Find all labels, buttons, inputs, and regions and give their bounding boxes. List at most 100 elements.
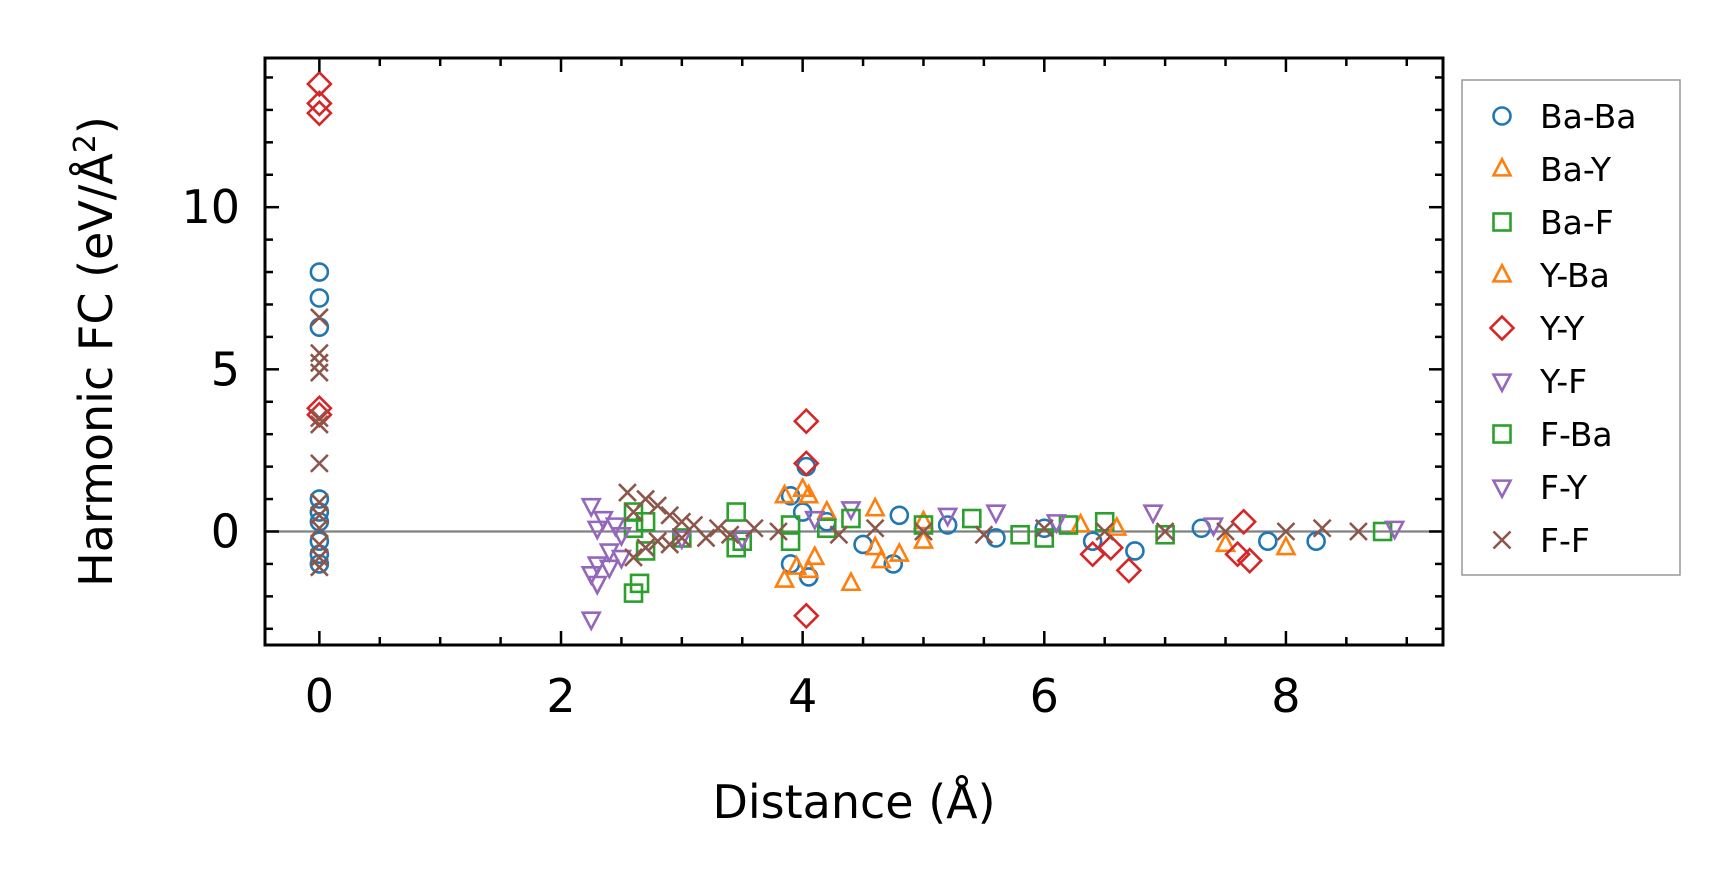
data-point <box>937 515 958 535</box>
data-point <box>309 511 330 532</box>
data-point <box>1010 524 1030 545</box>
data-point <box>672 512 692 532</box>
data-point <box>708 518 728 538</box>
data-point <box>1236 547 1264 574</box>
data-point <box>618 483 637 502</box>
data-point <box>306 99 333 127</box>
legend-marker <box>1491 156 1513 177</box>
legend-label: F-Ba <box>1540 415 1613 454</box>
data-point <box>792 450 820 477</box>
data-point <box>309 453 329 473</box>
data-point <box>1216 522 1235 541</box>
data-point <box>636 489 656 509</box>
data-point <box>829 525 849 545</box>
x-tick-label: 2 <box>546 669 575 723</box>
data-point <box>865 518 885 538</box>
data-point <box>671 530 693 551</box>
data-point <box>936 507 959 528</box>
legend-marker <box>1492 424 1512 444</box>
series-y-y <box>306 70 1264 630</box>
data-point <box>1275 535 1297 556</box>
legend-label: Ba-Ba <box>1540 97 1636 136</box>
legend-box <box>1461 79 1681 576</box>
data-point <box>974 525 994 545</box>
series-y-ba <box>785 483 1128 575</box>
data-point <box>648 531 668 551</box>
data-point <box>598 559 620 580</box>
legend-marker <box>1492 530 1512 550</box>
data-point <box>1125 541 1145 561</box>
data-point <box>912 528 935 549</box>
data-point <box>629 573 650 594</box>
legend-item: F-Ba <box>1492 415 1613 454</box>
data-point <box>720 525 740 545</box>
data-point <box>1214 531 1237 553</box>
axes: 0 2 4 6 8 0 5 10 <box>181 56 1445 723</box>
data-point <box>888 541 910 562</box>
data-point <box>660 535 680 554</box>
data-point <box>1095 522 1115 541</box>
legend-marker <box>1488 314 1516 342</box>
legend-item: Y-Y <box>1488 309 1585 348</box>
data-point <box>726 502 747 522</box>
legend-label: Y-F <box>1539 362 1587 401</box>
data-point <box>696 528 716 548</box>
data-point <box>804 510 826 532</box>
data-point <box>731 530 753 551</box>
data-point <box>1276 522 1296 541</box>
legend-item: Ba-Y <box>1491 150 1612 189</box>
data-point <box>1155 524 1175 545</box>
data-point <box>744 518 764 538</box>
series-f-y <box>586 510 1225 596</box>
data-point <box>1097 534 1125 562</box>
data-point <box>1258 531 1278 552</box>
data-point <box>636 538 656 558</box>
plot-area <box>265 70 1443 632</box>
data-point <box>1082 531 1103 552</box>
data-point <box>309 408 329 428</box>
legend: Ba-Ba Ba-Y Ba-F Y-Ba Y-Y Y-F F-Ba F-Y F-F <box>1461 79 1681 576</box>
data-point <box>864 496 886 517</box>
data-point <box>648 496 668 515</box>
data-point <box>773 483 796 504</box>
x-tick-label: 0 <box>305 669 334 723</box>
legend-item: Y-F <box>1491 362 1587 401</box>
data-point <box>1155 522 1175 541</box>
data-point <box>580 611 602 632</box>
data-point <box>1142 504 1164 525</box>
legend-item: F-Y <box>1491 468 1588 507</box>
series-ba-f <box>623 502 1393 603</box>
data-point <box>864 535 886 556</box>
data-point <box>309 531 330 552</box>
data-point <box>961 508 982 529</box>
data-point <box>309 343 329 363</box>
plot-frame <box>263 56 1445 647</box>
data-point <box>792 602 820 630</box>
data-point <box>798 557 820 579</box>
legend-label: F-F <box>1540 521 1590 560</box>
data-point <box>635 541 656 561</box>
data-point <box>792 407 820 435</box>
data-point <box>1349 522 1368 541</box>
y-axis-title: Harmonic FC (eV/Å2) <box>68 116 124 587</box>
x-tick-label: 4 <box>788 669 817 723</box>
data-point <box>1312 518 1332 538</box>
data-point <box>804 544 826 566</box>
data-point <box>580 565 602 587</box>
data-point <box>309 363 329 382</box>
legend-marker <box>1491 373 1513 394</box>
data-point <box>586 556 608 577</box>
legend-label: Y-Ba <box>1539 256 1610 295</box>
y-tick-label: 0 <box>211 504 240 558</box>
data-point <box>309 262 330 282</box>
data-point <box>306 70 333 98</box>
data-point <box>841 508 861 529</box>
data-point <box>1045 514 1068 535</box>
data-point <box>610 549 633 571</box>
data-point <box>912 509 935 530</box>
x-tick-label: 8 <box>1271 669 1300 723</box>
legend-marker <box>1491 262 1513 283</box>
data-point <box>985 504 1007 525</box>
data-point <box>1230 508 1257 536</box>
data-point <box>309 415 329 434</box>
